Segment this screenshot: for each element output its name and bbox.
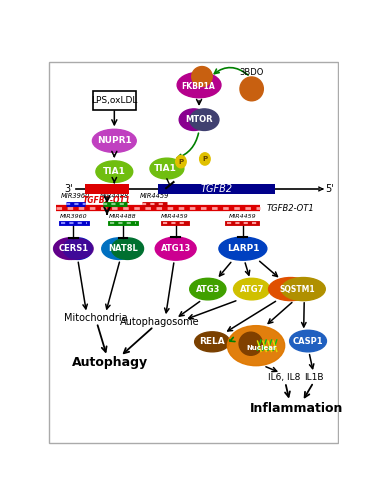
Text: MIR4488: MIR4488 <box>100 194 130 200</box>
Text: ATG7: ATG7 <box>239 284 264 294</box>
Text: Mitochondria: Mitochondria <box>63 313 127 323</box>
Ellipse shape <box>54 238 86 260</box>
Text: NAT8L: NAT8L <box>108 244 138 253</box>
Text: Autophagy: Autophagy <box>72 356 148 368</box>
FancyArrowPatch shape <box>215 68 248 75</box>
Text: LPS,oxLDL: LPS,oxLDL <box>91 96 138 105</box>
Text: TIA1: TIA1 <box>103 167 126 176</box>
Text: Nuclear: Nuclear <box>246 344 276 350</box>
Ellipse shape <box>192 66 212 86</box>
Ellipse shape <box>54 238 93 260</box>
Ellipse shape <box>227 326 285 366</box>
Text: TGFB2-OT1: TGFB2-OT1 <box>266 204 314 212</box>
Text: LARP1: LARP1 <box>227 244 259 253</box>
Text: P: P <box>178 158 184 164</box>
Ellipse shape <box>177 72 221 98</box>
Text: IL1B: IL1B <box>304 373 323 382</box>
Text: 3': 3' <box>65 184 74 194</box>
FancyBboxPatch shape <box>93 91 136 110</box>
Text: Inflammation: Inflammation <box>250 402 343 415</box>
FancyArrowPatch shape <box>177 133 199 158</box>
Text: MIR4459: MIR4459 <box>139 194 169 200</box>
Ellipse shape <box>240 77 263 101</box>
Text: TIA1: TIA1 <box>154 164 176 173</box>
Text: TGFB2-OT1: TGFB2-OT1 <box>83 196 131 205</box>
Text: MIR4459: MIR4459 <box>228 214 256 219</box>
Text: CASP1: CASP1 <box>293 336 323 345</box>
Ellipse shape <box>290 330 326 352</box>
Text: MTOR: MTOR <box>185 115 213 124</box>
Ellipse shape <box>155 237 196 260</box>
Text: MIR4488: MIR4488 <box>109 214 137 219</box>
Text: FKBP1A: FKBP1A <box>181 82 215 91</box>
Text: 5': 5' <box>326 184 334 194</box>
Bar <box>85 184 129 194</box>
Ellipse shape <box>190 109 219 130</box>
Ellipse shape <box>63 238 92 260</box>
Ellipse shape <box>268 278 313 300</box>
Ellipse shape <box>190 278 226 300</box>
Ellipse shape <box>96 161 133 182</box>
Ellipse shape <box>282 278 325 300</box>
Ellipse shape <box>239 332 262 355</box>
Bar <box>158 184 275 194</box>
Ellipse shape <box>92 130 136 152</box>
Ellipse shape <box>233 278 270 300</box>
Ellipse shape <box>179 109 208 130</box>
Text: IL6, IL8: IL6, IL8 <box>268 373 300 382</box>
FancyBboxPatch shape <box>49 62 338 443</box>
Text: CERS1: CERS1 <box>58 244 89 253</box>
Ellipse shape <box>150 158 184 179</box>
Text: MIR4459: MIR4459 <box>161 214 189 219</box>
Ellipse shape <box>112 238 144 260</box>
Text: NUPR1: NUPR1 <box>97 136 132 145</box>
Text: ATG3: ATG3 <box>196 284 220 294</box>
Text: Autophagosome: Autophagosome <box>120 317 199 327</box>
Text: 3BDO: 3BDO <box>239 68 264 77</box>
Ellipse shape <box>200 153 210 165</box>
Text: ATG13: ATG13 <box>161 244 191 253</box>
Text: SQSTM1: SQSTM1 <box>279 284 315 294</box>
Text: RELA: RELA <box>199 338 225 346</box>
Ellipse shape <box>176 156 186 168</box>
FancyArrowPatch shape <box>230 338 235 342</box>
Ellipse shape <box>219 237 267 260</box>
Ellipse shape <box>195 332 230 352</box>
Ellipse shape <box>102 238 136 260</box>
Text: MIR3960: MIR3960 <box>61 194 90 200</box>
Text: P: P <box>202 156 207 162</box>
Text: TGFB2: TGFB2 <box>201 184 233 194</box>
Text: MIR3960: MIR3960 <box>60 214 88 219</box>
